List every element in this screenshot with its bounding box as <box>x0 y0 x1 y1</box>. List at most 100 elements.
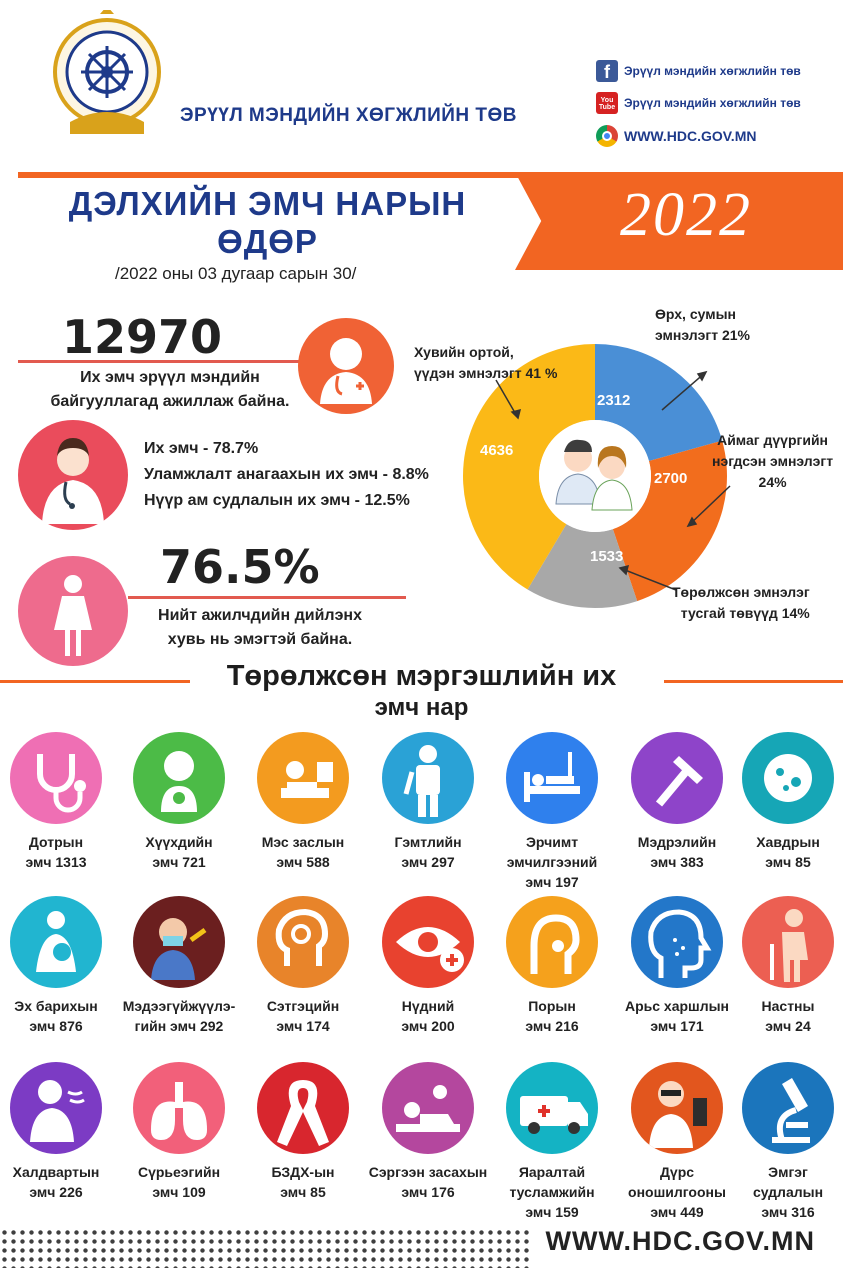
doctor-male-icon <box>298 318 394 414</box>
section-title-line-1: Төрөлжсөн мэргэшлийн их <box>226 660 617 692</box>
specialty-label-line2: эмч 226 <box>29 1184 83 1200</box>
specialty-label-line1: Эмгэг <box>768 1164 808 1180</box>
section-title-line-2: эмч нар <box>374 694 469 721</box>
specialty-item: Сэтгэцийн эмч 174 <box>243 896 363 1036</box>
specialty-item: Мэс заслын эмч 588 <box>243 732 363 872</box>
hospital-bed-icon <box>506 732 598 824</box>
rehab-icon <box>382 1062 474 1154</box>
label-aimag-1: Аймаг дүүргийн <box>717 432 828 448</box>
youtube-link[interactable]: You Tube Эрүүл мэндийн хөгжлийн төв <box>596 92 801 114</box>
specialty-label: Халдвартын эмч 226 <box>0 1162 116 1202</box>
mother-baby-icon <box>10 896 102 988</box>
specialty-label-line2: эмч 24 <box>765 1018 811 1034</box>
specialty-label: Мэдрэлийн эмч 383 <box>617 832 737 872</box>
specialty-label-line2: эмчилгээний <box>506 854 598 870</box>
surgery-icon <box>257 732 349 824</box>
specialty-label-line2: эмч 176 <box>401 1184 455 1200</box>
specialty-label-line3: эмч 449 <box>650 1204 704 1220</box>
specialty-item: Яаралтай тусламжийн эмч 159 <box>492 1062 612 1222</box>
anesthesia-icon <box>133 896 225 988</box>
specialty-label-line2: эмч 174 <box>276 1018 330 1034</box>
specialty-label-line2: эмч 876 <box>29 1018 83 1034</box>
total-doctors-text: Их эмч эрүүл мэндийн байгууллагад ажилла… <box>40 366 300 414</box>
specialty-label: Настны эмч 24 <box>728 996 843 1036</box>
specialty-label: Эх барихын эмч 876 <box>0 996 116 1036</box>
label-soum-1: Өрх, сумын <box>655 306 736 322</box>
tumor-cell-icon <box>742 732 834 824</box>
page-title: ДЭЛХИЙН ЭМЧ НАРЫН ӨДӨР <box>30 185 505 261</box>
specialty-item: Хүүхдийн эмч 721 <box>119 732 239 872</box>
female-text-line-1: Нийт ажилчдийн дийлэнх <box>158 607 362 624</box>
specialty-label-line3: эмч 159 <box>525 1204 579 1220</box>
specialty-item: Сүрьеэгийн эмч 109 <box>119 1062 239 1202</box>
specialty-label: Эрчимт эмчилгээний эмч 197 <box>492 832 612 892</box>
lungs-icon <box>133 1062 225 1154</box>
footer-website[interactable]: WWW.HDC.GOV.MN <box>545 1226 815 1256</box>
specialty-label: Гэмтлийн эмч 297 <box>368 832 488 872</box>
specialty-label-line2: эмч 216 <box>525 1018 579 1034</box>
page-title-line-2: ӨДӨР <box>217 223 318 260</box>
specialty-item: Настны эмч 24 <box>728 896 843 1036</box>
organization-logo <box>52 6 162 142</box>
specialty-label: Сэргээн засахын эмч 176 <box>368 1162 488 1202</box>
specialty-item: Дүрс оношилгооны эмч 449 <box>617 1062 737 1222</box>
throat-icon <box>506 896 598 988</box>
specialty-label: Хүүхдийн эмч 721 <box>119 832 239 872</box>
organization-name: ЭРҮҮЛ МЭНДИЙН ХӨГЖЛИЙН ТӨВ <box>180 105 517 126</box>
specialty-label-line2: эмч 588 <box>276 854 330 870</box>
hospital-distribution-donut <box>463 344 731 608</box>
label-private-1: Хувийн ортой, <box>414 344 514 360</box>
total-text-line-1: Их эмч эрүүл мэндийн <box>80 369 260 386</box>
specialty-label-line1: Дүрс <box>659 1164 695 1180</box>
specialty-label: Дотрын эмч 1313 <box>0 832 116 872</box>
mental-health-icon <box>257 896 349 988</box>
facebook-icon: f <box>596 60 618 82</box>
breakdown-general: Их эмч - 78.7% <box>144 440 259 457</box>
elderly-icon <box>742 896 834 988</box>
specialty-label-line1: Настны <box>761 998 815 1014</box>
specialty-label-line2: эмч 1313 <box>25 854 87 870</box>
specialty-label-line2: эмч 297 <box>401 854 455 870</box>
female-divider <box>128 596 406 599</box>
skin-face-icon <box>631 896 723 988</box>
specialty-label: Дүрс оношилгооны эмч 449 <box>617 1162 737 1222</box>
specialty-label: БЗДХ-ын эмч 85 <box>243 1162 363 1202</box>
doctor-breakdown: Их эмч - 78.7% Уламжлалт анагаахын их эм… <box>144 436 429 514</box>
specialty-label-line1: Дотрын <box>28 834 84 850</box>
youtube-label: Эрүүл мэндийн хөгжлийн төв <box>624 96 801 110</box>
specialty-label-line1: Мэс заслын <box>261 834 345 850</box>
specialty-label: Сэтгэцийн эмч 174 <box>243 996 363 1036</box>
specialty-label-line1: Арьс харшлын <box>624 998 730 1014</box>
specialty-item: Гэмтлийн эмч 297 <box>368 732 488 872</box>
specialty-label-line1: Гэмтлийн <box>394 834 462 850</box>
donut-value-specialized: 1533 <box>590 548 624 565</box>
microscope-icon <box>742 1062 834 1154</box>
specialty-label-line2: эмч 85 <box>280 1184 326 1200</box>
ambulance-icon <box>506 1062 598 1154</box>
specialty-label-line1: Сүрьеэгийн <box>137 1164 221 1180</box>
specialty-item: Дотрын эмч 1313 <box>0 732 116 872</box>
breakdown-dental: Нүүр ам судлалын их эмч - 12.5% <box>144 492 410 509</box>
specialty-label-line1: Нүдний <box>401 998 455 1014</box>
website-link[interactable]: WWW.HDC.GOV.MN <box>596 125 756 147</box>
total-doctors-number: 12970 <box>62 310 223 364</box>
section-line-left <box>0 680 190 683</box>
specialty-label-line2: эмч 383 <box>650 854 704 870</box>
doctor-female-icon <box>18 420 128 530</box>
specialty-label-line1: Порын <box>528 998 576 1014</box>
specialty-item: Порын эмч 216 <box>492 896 612 1036</box>
facebook-link[interactable]: f Эрүүл мэндийн хөгжлийн төв <box>596 60 801 82</box>
specialty-label: Хавдрын эмч 85 <box>728 832 843 872</box>
donut-slice-aimag <box>612 440 727 602</box>
youtube-icon-text: You Tube <box>598 97 616 111</box>
specialty-label: Сүрьеэгийн эмч 109 <box>119 1162 239 1202</box>
specialty-label-line3: эмч 197 <box>525 874 579 890</box>
specialty-label: Яаралтай тусламжийн эмч 159 <box>492 1162 612 1222</box>
section-line-right <box>664 680 843 683</box>
specialty-item: Нүдний эмч 200 <box>368 896 488 1036</box>
donut-label-aimag: Аймаг дүүргийн нэгдсэн эмнэлэгт 24% <box>712 430 833 493</box>
specialty-label-line2: эмч 171 <box>650 1018 704 1034</box>
specialty-item: БЗДХ-ын эмч 85 <box>243 1062 363 1202</box>
specialty-label-line1: Яаралтай <box>518 1164 586 1180</box>
donut-value-aimag: 2700 <box>654 470 688 487</box>
